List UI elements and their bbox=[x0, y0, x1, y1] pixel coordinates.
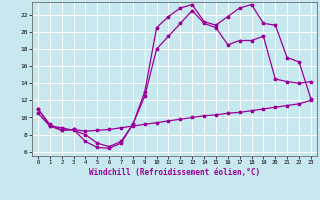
X-axis label: Windchill (Refroidissement éolien,°C): Windchill (Refroidissement éolien,°C) bbox=[89, 168, 260, 177]
